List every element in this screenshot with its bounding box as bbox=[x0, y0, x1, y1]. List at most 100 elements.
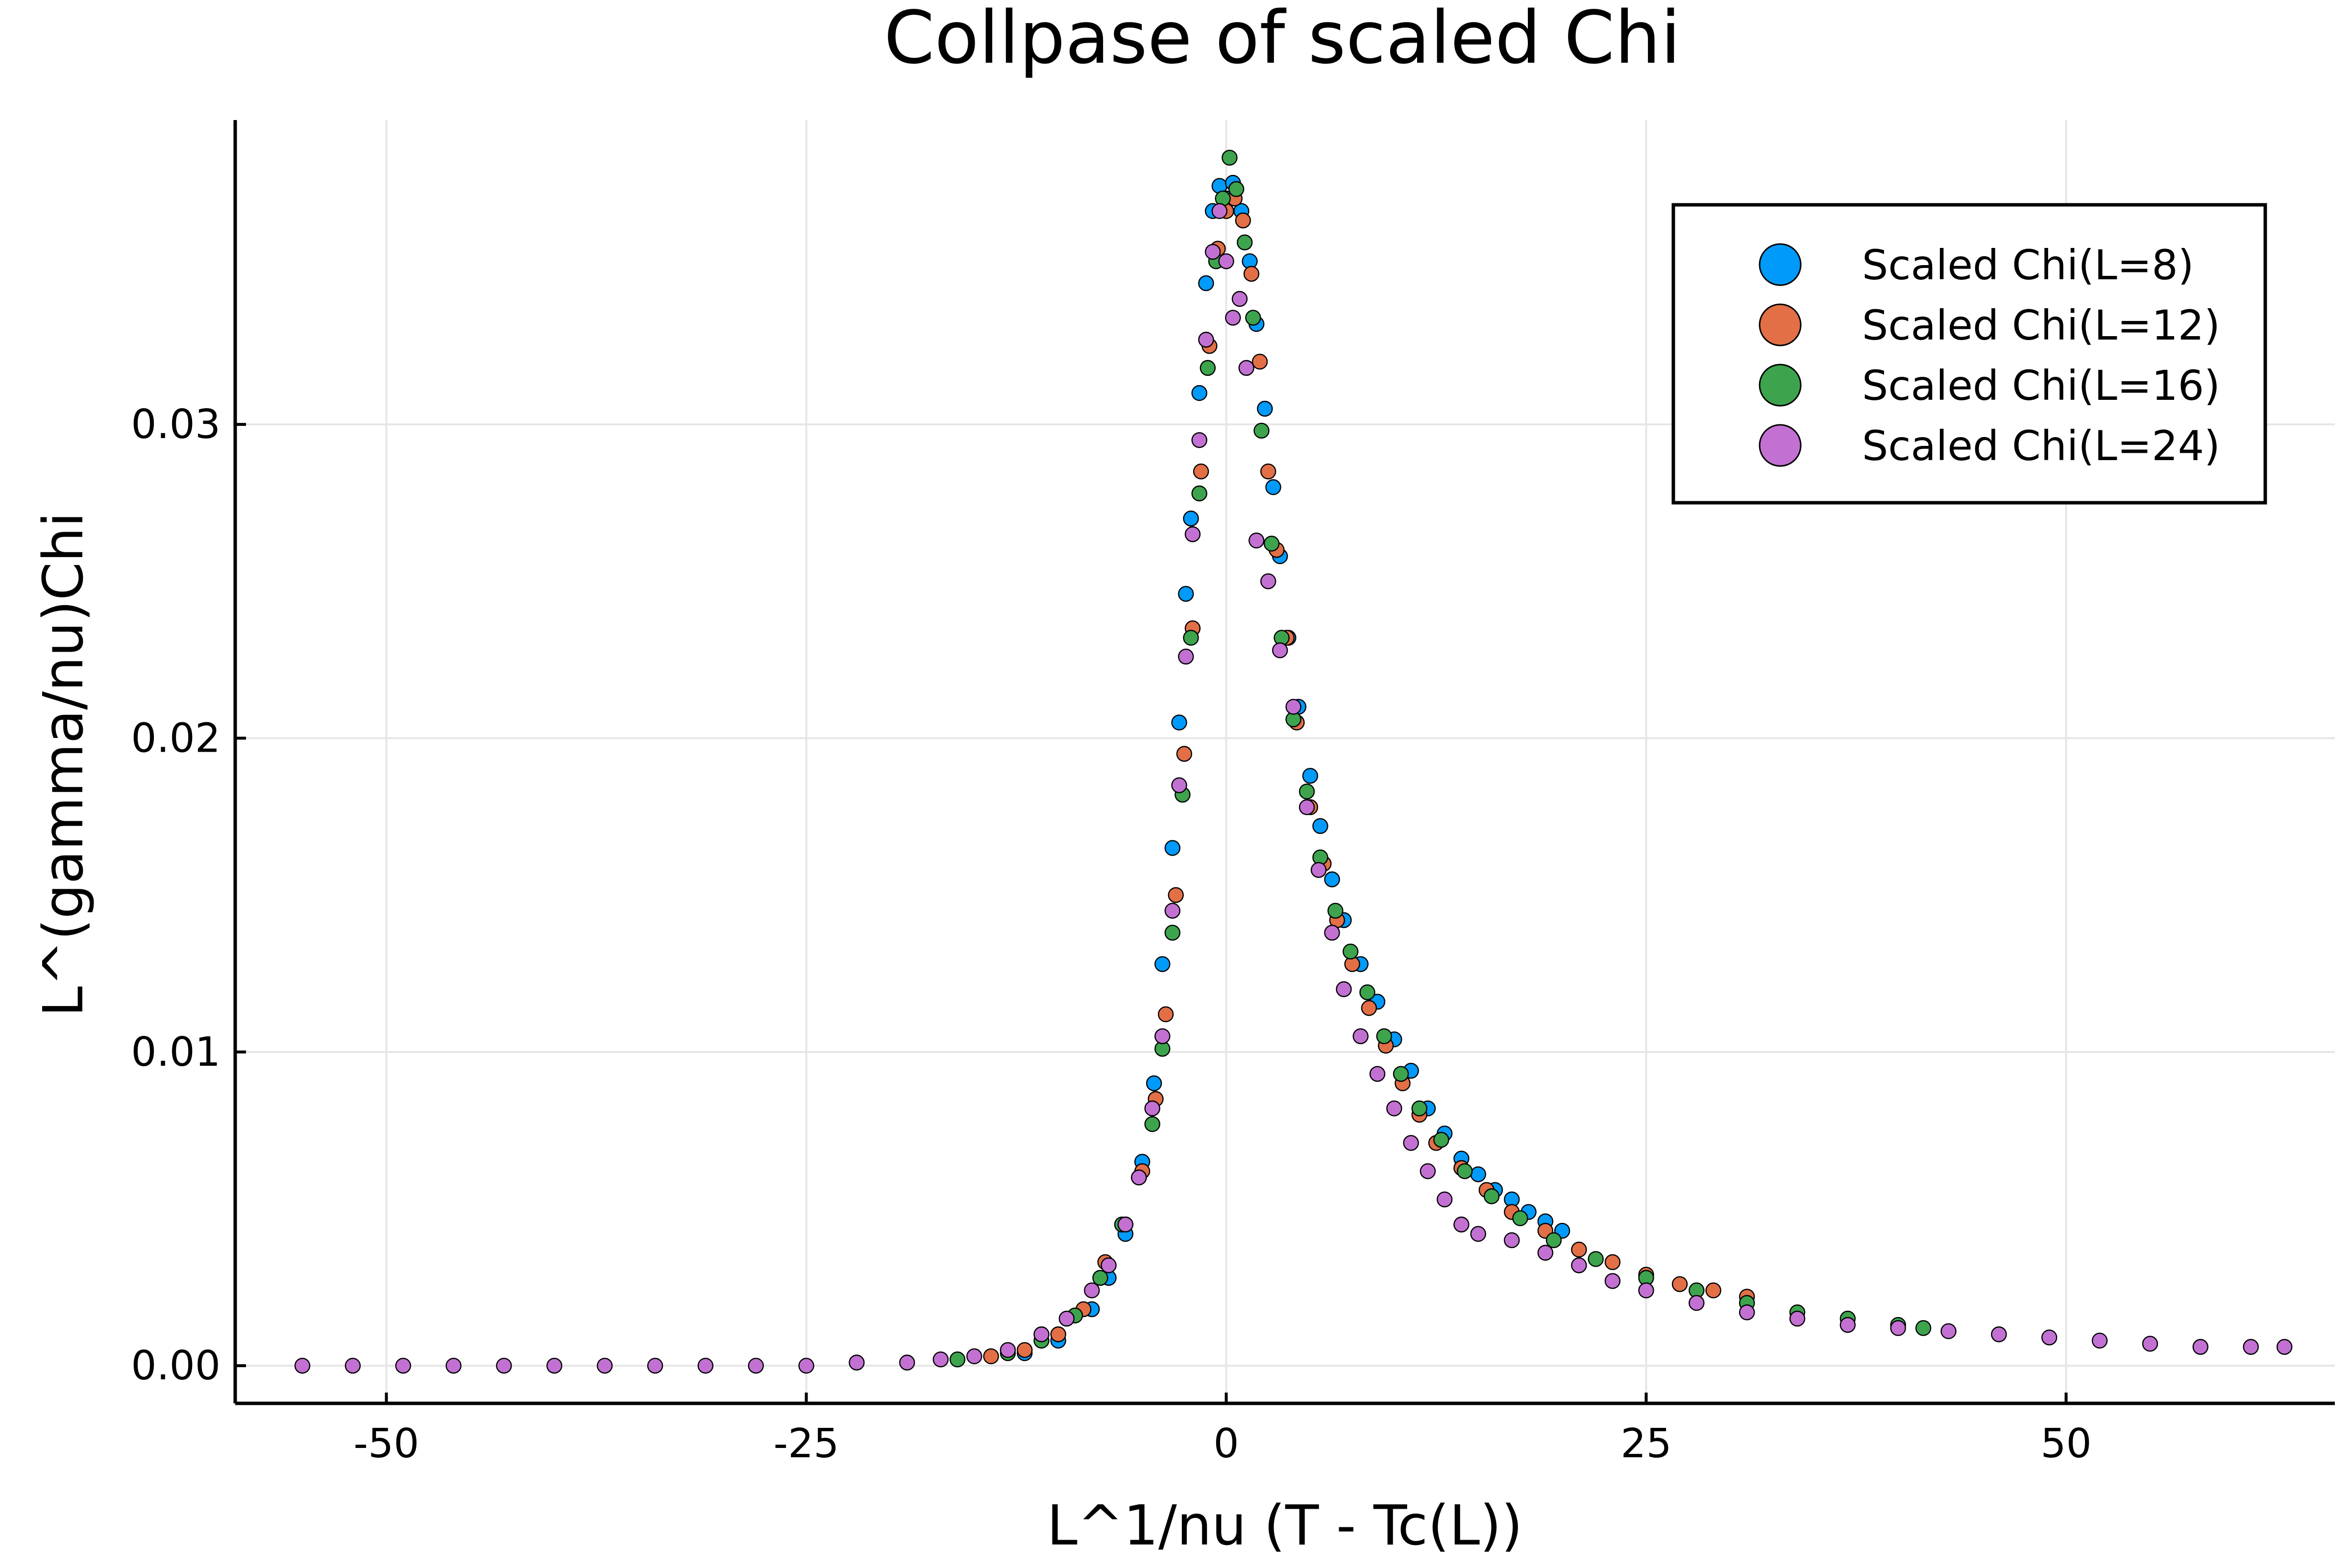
y-tick-label: 0.02 bbox=[131, 715, 220, 761]
data-point bbox=[1420, 1163, 1436, 1179]
legend-item: Scaled Chi(L=24) bbox=[1759, 422, 2220, 470]
legend-marker bbox=[1759, 364, 1802, 407]
data-point bbox=[1033, 1326, 1050, 1343]
data-point bbox=[2276, 1339, 2293, 1355]
data-point bbox=[1285, 699, 1301, 715]
data-point bbox=[1058, 1310, 1075, 1327]
data-point bbox=[1253, 422, 1270, 439]
data-point bbox=[1369, 1066, 1386, 1082]
data-point bbox=[1302, 768, 1319, 784]
legend-item: Scaled Chi(L=8) bbox=[1759, 241, 2194, 289]
x-tick-label: 25 bbox=[1620, 1421, 1671, 1467]
data-point bbox=[1183, 630, 1199, 646]
data-point bbox=[1483, 1188, 1500, 1204]
data-point bbox=[1171, 714, 1187, 731]
data-point bbox=[1260, 463, 1276, 480]
data-point bbox=[1101, 1257, 1117, 1274]
data-point bbox=[496, 1357, 512, 1374]
data-point bbox=[1231, 291, 1248, 307]
data-point bbox=[1298, 799, 1315, 815]
data-point bbox=[2041, 1329, 2058, 1346]
data-point bbox=[1470, 1166, 1486, 1182]
legend-label: Scaled Chi(L=16) bbox=[1862, 362, 2220, 410]
data-point bbox=[1671, 1276, 1688, 1292]
x-tick-label: -25 bbox=[774, 1421, 839, 1467]
data-point bbox=[1336, 981, 1352, 997]
data-point bbox=[1092, 1270, 1108, 1286]
y-axis-label: L^(gamma/nu)Chi bbox=[32, 512, 96, 1017]
data-point bbox=[1386, 1100, 1402, 1117]
data-point bbox=[1154, 1028, 1171, 1044]
data-point bbox=[1588, 1251, 1604, 1267]
data-point bbox=[932, 1351, 949, 1368]
data-point bbox=[1433, 1131, 1449, 1148]
data-point bbox=[1016, 1342, 1033, 1358]
data-point bbox=[445, 1357, 462, 1374]
data-point bbox=[1198, 275, 1214, 292]
data-point bbox=[2091, 1332, 2108, 1349]
data-point bbox=[1890, 1320, 1906, 1336]
data-point bbox=[1235, 212, 1251, 229]
data-point bbox=[697, 1357, 714, 1374]
data-point bbox=[1359, 984, 1375, 1001]
data-point bbox=[1324, 871, 1340, 887]
data-point bbox=[1228, 181, 1245, 197]
data-point bbox=[1436, 1191, 1453, 1207]
data-point bbox=[546, 1357, 563, 1374]
data-point bbox=[1238, 360, 1254, 376]
y-tick-label: 0.01 bbox=[131, 1029, 220, 1076]
data-point bbox=[1457, 1163, 1473, 1179]
data-point bbox=[1184, 526, 1201, 542]
legend-label: Scaled Chi(L=12) bbox=[1862, 301, 2220, 349]
data-point bbox=[1257, 400, 1273, 417]
chart-title: Collpase of scaled Chi bbox=[884, 0, 1681, 80]
data-point bbox=[1504, 1232, 1520, 1249]
data-point bbox=[1604, 1273, 1621, 1289]
x-tick-label: 50 bbox=[2040, 1421, 2091, 1467]
data-point bbox=[1352, 1028, 1369, 1044]
data-point bbox=[1739, 1304, 1755, 1321]
data-point bbox=[647, 1357, 663, 1374]
data-point bbox=[1218, 253, 1234, 270]
data-point bbox=[1705, 1282, 1721, 1298]
data-point bbox=[1342, 943, 1359, 960]
data-points bbox=[294, 149, 2293, 1374]
y-ticks: 0.00 0.01 0.02 0.03 bbox=[131, 401, 246, 1389]
data-point bbox=[1470, 1226, 1486, 1242]
y-tick-label: 0.03 bbox=[131, 401, 220, 448]
data-point bbox=[1204, 244, 1221, 260]
data-point bbox=[1263, 536, 1280, 552]
data-point bbox=[1171, 777, 1187, 793]
data-point bbox=[798, 1357, 814, 1374]
data-point bbox=[294, 1357, 311, 1374]
x-tick-label: -50 bbox=[354, 1421, 419, 1467]
data-point bbox=[1191, 432, 1207, 448]
data-point bbox=[1789, 1310, 1806, 1327]
data-point bbox=[1249, 532, 1265, 549]
data-point bbox=[949, 1351, 966, 1368]
data-point bbox=[1604, 1254, 1621, 1271]
data-point bbox=[1164, 840, 1181, 856]
x-ticks: -50 -25 0 25 50 bbox=[354, 1393, 2092, 1467]
data-point bbox=[1222, 149, 1238, 166]
series-4 bbox=[294, 203, 2293, 1374]
legend-label: Scaled Chi(L=24) bbox=[1862, 422, 2220, 470]
data-point bbox=[1571, 1242, 1587, 1258]
data-point bbox=[1144, 1100, 1160, 1117]
data-point bbox=[1211, 203, 1228, 219]
legend-item: Scaled Chi(L=12) bbox=[1759, 301, 2220, 349]
data-point bbox=[1164, 925, 1181, 941]
x-tick-label: 0 bbox=[1213, 1421, 1239, 1467]
data-point bbox=[1176, 746, 1193, 762]
data-point bbox=[1324, 925, 1340, 941]
y-tick-label: 0.00 bbox=[131, 1343, 220, 1389]
data-point bbox=[1393, 1066, 1409, 1082]
data-point bbox=[1084, 1282, 1100, 1298]
data-point bbox=[1225, 310, 1241, 326]
data-point bbox=[1131, 1169, 1147, 1186]
data-point bbox=[1178, 648, 1194, 665]
data-point bbox=[1237, 234, 1253, 250]
data-point bbox=[1272, 642, 1288, 659]
data-point bbox=[1117, 1216, 1134, 1233]
